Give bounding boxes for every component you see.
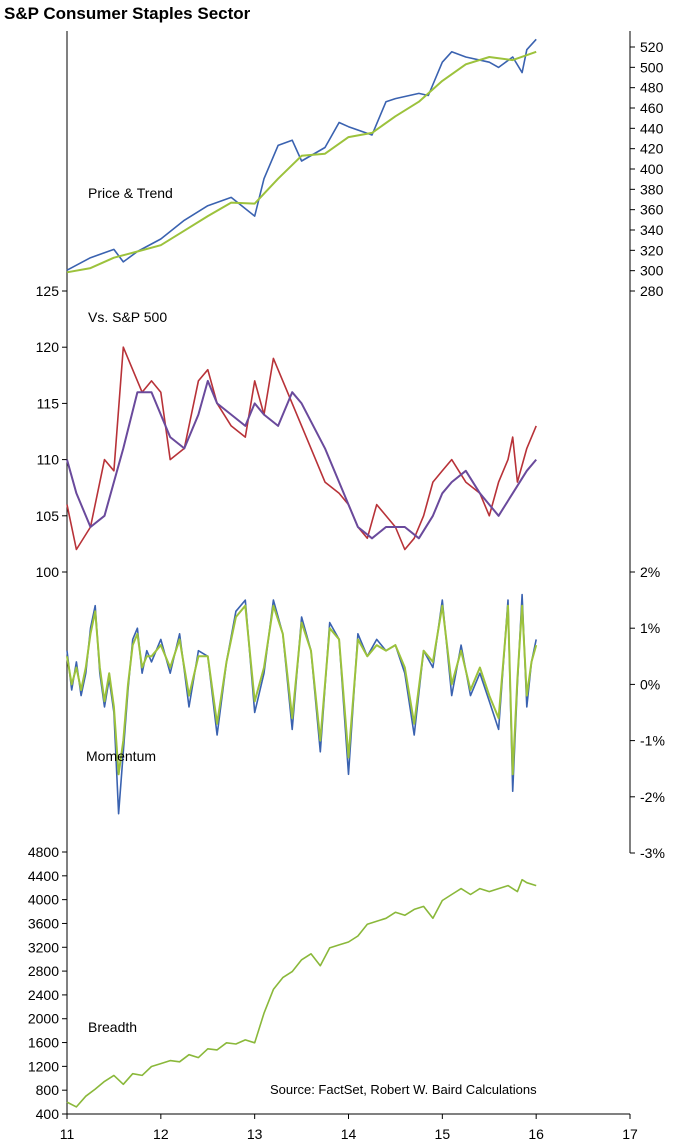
y-tick-label: -3% [640, 845, 665, 861]
x-tick-label: 12 [153, 1126, 169, 1142]
y-tick-label: 800 [36, 1082, 60, 1098]
y-tick-label: 500 [640, 59, 664, 75]
y-tick-label: 3600 [28, 915, 59, 931]
x-tick-label: 15 [435, 1126, 451, 1142]
chart-title: S&P Consumer Staples Sector [4, 4, 251, 23]
panel-label: Price & Trend [88, 185, 173, 201]
series-line-price [66, 38, 537, 271]
x-tick-label: 14 [341, 1126, 357, 1142]
y-tick-label: 120 [36, 339, 60, 355]
y-tick-label: 115 [37, 395, 60, 411]
y-tick-label: 520 [640, 39, 664, 55]
x-tick-label: 11 [60, 1126, 75, 1142]
y-tick-label: 4400 [28, 868, 59, 884]
y-tick-label: 100 [36, 564, 60, 580]
y-tick-label: 0% [640, 676, 660, 692]
y-tick-label: 125 [36, 283, 60, 299]
y-tick-label: 1600 [28, 1035, 59, 1051]
series-line-breadth [66, 878, 537, 1108]
y-tick-label: 280 [640, 283, 664, 299]
chart-labels: 11 12 13 14 15 16 17 280 300 320 340 360 380 400 420 44… [28, 39, 665, 1142]
series-line-relative_avg [66, 379, 537, 540]
y-tick-label: 2% [640, 564, 660, 580]
series-line-trend [66, 50, 537, 274]
y-tick-label: 300 [640, 263, 664, 279]
y-tick-label: 340 [640, 222, 664, 238]
chart-series [66, 38, 538, 1108]
source-note: Source: FactSet, Robert W. Baird Calcula… [270, 1082, 537, 1097]
y-tick-label: 480 [640, 80, 664, 96]
y-tick-label: 2400 [28, 987, 59, 1003]
x-tick-label: 13 [247, 1126, 263, 1142]
y-tick-label: 360 [640, 202, 664, 218]
y-tick-label: 1% [640, 620, 660, 636]
x-tick-label: 16 [528, 1126, 544, 1142]
series-line-relative [66, 346, 537, 551]
panel-label: Breadth [88, 1019, 137, 1035]
y-tick-label: 2000 [28, 1011, 59, 1027]
y-tick-label: 4000 [28, 892, 59, 908]
y-tick-label: 4800 [28, 844, 59, 860]
y-tick-label: 420 [640, 141, 664, 157]
y-tick-label: 320 [640, 242, 664, 258]
y-tick-label: -1% [640, 733, 665, 749]
y-tick-label: 460 [640, 100, 664, 116]
y-tick-label: 3200 [28, 939, 59, 955]
panel-label: Vs. S&P 500 [88, 309, 167, 325]
y-tick-label: 400 [36, 1106, 60, 1122]
y-tick-label: 105 [36, 508, 60, 524]
x-tick-label: 17 [622, 1126, 638, 1142]
series-line-momentum_b [66, 604, 538, 776]
y-tick-label: 110 [37, 452, 60, 468]
y-tick-label: 400 [640, 161, 664, 177]
y-tick-label: -2% [640, 789, 665, 805]
y-tick-label: 1200 [28, 1058, 59, 1074]
panel-label: Momentum [86, 748, 156, 764]
y-tick-label: 440 [640, 120, 664, 136]
chart-axes [62, 31, 635, 1119]
y-tick-label: 2800 [28, 963, 59, 979]
y-tick-label: 380 [640, 181, 664, 197]
